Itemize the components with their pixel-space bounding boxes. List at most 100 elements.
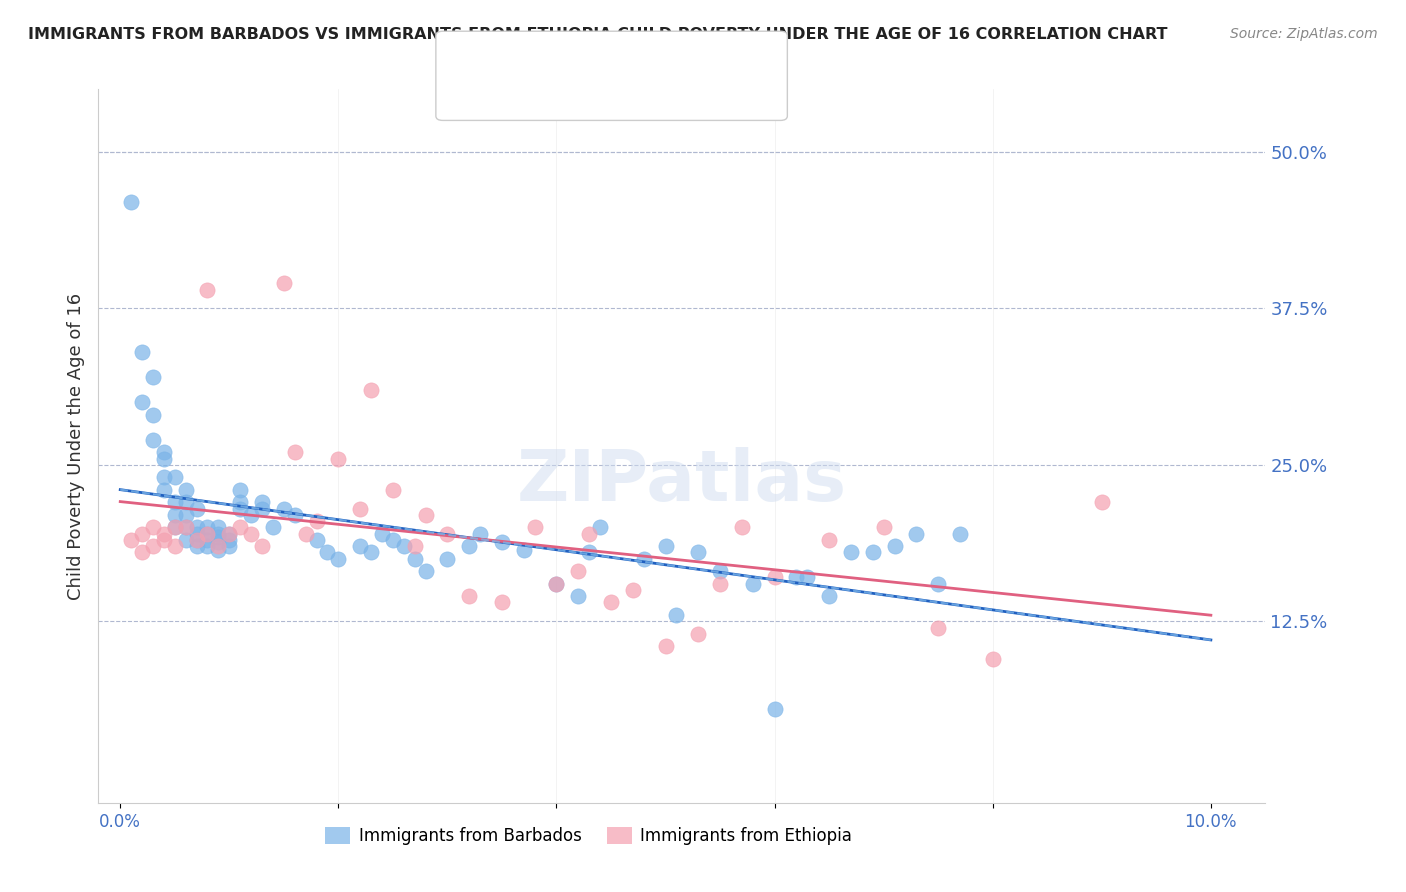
Point xyxy=(328,551,350,566)
Point xyxy=(218,526,240,541)
Point xyxy=(250,501,273,516)
Point xyxy=(142,370,165,384)
Point xyxy=(763,702,786,716)
Point xyxy=(163,470,186,484)
Point xyxy=(250,539,273,553)
Point xyxy=(153,451,176,466)
Point xyxy=(546,576,568,591)
Point xyxy=(578,545,600,559)
Point xyxy=(316,545,339,559)
Point xyxy=(197,533,219,547)
Point xyxy=(546,576,568,591)
Point xyxy=(436,526,458,541)
Point xyxy=(589,520,612,534)
Point xyxy=(458,539,481,553)
Point xyxy=(284,445,307,459)
Point xyxy=(404,539,426,553)
Point xyxy=(120,194,142,209)
Text: ZIPatlas: ZIPatlas xyxy=(517,447,846,516)
Point xyxy=(142,433,165,447)
Text: N = 80: N = 80 xyxy=(583,46,651,64)
Point xyxy=(131,526,153,541)
Point xyxy=(207,535,229,549)
Point xyxy=(513,542,536,557)
Point xyxy=(186,526,208,541)
Point xyxy=(371,526,394,541)
Point xyxy=(207,542,229,557)
Point xyxy=(131,545,153,559)
Point xyxy=(153,445,176,459)
Point xyxy=(392,539,415,553)
Point xyxy=(349,501,371,516)
Point xyxy=(163,495,186,509)
Point xyxy=(578,526,600,541)
Point xyxy=(404,551,426,566)
Point xyxy=(163,539,186,553)
Point xyxy=(142,539,165,553)
Point xyxy=(131,395,153,409)
Point xyxy=(654,640,676,654)
Point xyxy=(250,495,273,509)
Point xyxy=(709,576,731,591)
Point xyxy=(153,526,176,541)
Point xyxy=(186,539,208,553)
Point xyxy=(741,576,763,591)
Point xyxy=(567,564,589,578)
Y-axis label: Child Poverty Under the Age of 16: Child Poverty Under the Age of 16 xyxy=(66,293,84,599)
Point xyxy=(415,564,437,578)
Point xyxy=(633,551,655,566)
Point xyxy=(197,526,219,541)
Point xyxy=(927,576,949,591)
Point xyxy=(229,501,252,516)
Point xyxy=(163,508,186,522)
Point xyxy=(207,530,229,544)
Point xyxy=(818,533,841,547)
Point xyxy=(207,539,229,553)
Point xyxy=(360,545,382,559)
Point xyxy=(688,545,710,559)
Text: N = 47: N = 47 xyxy=(583,90,651,108)
Point xyxy=(229,483,252,497)
Point xyxy=(174,520,197,534)
Point xyxy=(688,627,710,641)
Point xyxy=(927,621,949,635)
Point xyxy=(709,564,731,578)
Point xyxy=(197,520,219,534)
Point xyxy=(621,582,644,597)
Point xyxy=(294,526,316,541)
Legend: Immigrants from Barbados, Immigrants from Ethiopia: Immigrants from Barbados, Immigrants fro… xyxy=(319,820,859,852)
Point xyxy=(186,501,208,516)
Text: Source: ZipAtlas.com: Source: ZipAtlas.com xyxy=(1230,27,1378,41)
Point xyxy=(174,520,197,534)
Point xyxy=(174,495,197,509)
Point xyxy=(284,508,307,522)
Point xyxy=(174,508,197,522)
Point xyxy=(600,595,623,609)
Point xyxy=(415,508,437,522)
Point xyxy=(665,607,688,622)
Point xyxy=(197,539,219,553)
Point xyxy=(305,514,328,528)
Point xyxy=(163,520,186,534)
Point xyxy=(142,408,165,422)
Point xyxy=(262,520,284,534)
Point xyxy=(120,533,142,547)
Point xyxy=(360,383,382,397)
Point xyxy=(763,570,786,584)
Point xyxy=(207,520,229,534)
Point xyxy=(153,483,176,497)
Point xyxy=(273,501,295,516)
Point xyxy=(305,533,328,547)
Point xyxy=(131,345,153,359)
Point xyxy=(458,589,481,603)
Point xyxy=(883,539,905,553)
Point xyxy=(273,277,295,291)
Point xyxy=(163,520,186,534)
Point xyxy=(468,526,491,541)
Point xyxy=(436,551,458,566)
Point xyxy=(186,533,208,547)
Point xyxy=(654,539,676,553)
Point xyxy=(905,526,928,541)
Point xyxy=(174,533,197,547)
Point xyxy=(981,652,1004,666)
